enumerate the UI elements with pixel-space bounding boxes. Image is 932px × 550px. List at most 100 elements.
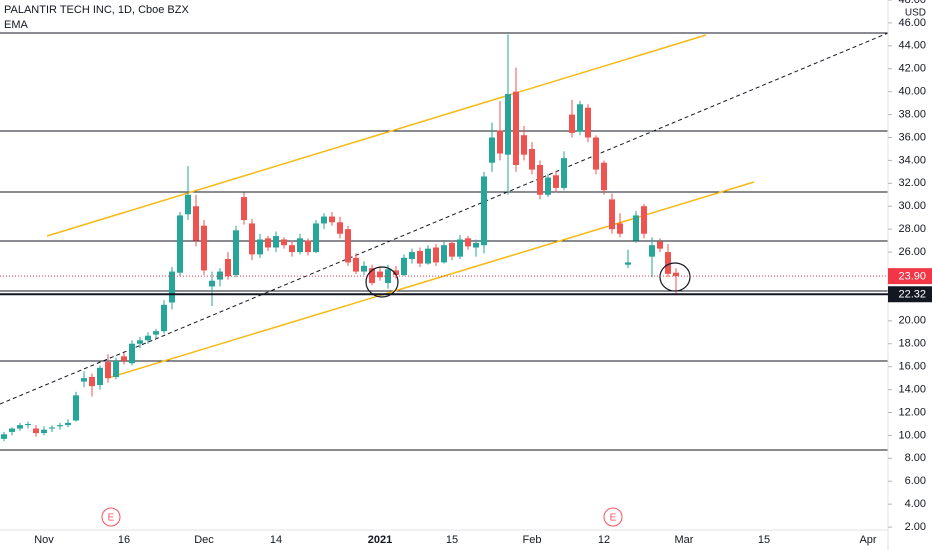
candle-body xyxy=(153,331,159,335)
y-tick-label: 12.00 xyxy=(898,406,926,418)
indicator-label: EMA xyxy=(4,19,29,31)
y-tick-label: 20.00 xyxy=(898,315,926,327)
candle-body xyxy=(57,425,63,427)
candle-body xyxy=(529,148,535,170)
candle-body xyxy=(257,239,263,255)
candle-body xyxy=(361,265,367,272)
candle-body xyxy=(121,356,127,361)
candle-body xyxy=(329,216,335,223)
candle-body xyxy=(353,257,359,272)
candle-body xyxy=(49,427,55,429)
candle-body xyxy=(193,206,199,241)
y-tick-label: 28.00 xyxy=(898,223,926,235)
candle-body xyxy=(633,215,639,241)
y-tick-label: 18.00 xyxy=(898,338,926,350)
trend-line xyxy=(0,32,889,405)
y-tick-label: 40.00 xyxy=(898,86,926,98)
price-label-box xyxy=(888,268,932,285)
candle-body xyxy=(569,114,575,133)
candle-body xyxy=(641,206,647,234)
y-tick-label: 30.00 xyxy=(898,200,926,212)
candle-body xyxy=(321,216,327,224)
candle-body xyxy=(337,222,343,234)
candle-body xyxy=(433,247,439,263)
candle-body xyxy=(657,241,663,249)
candle-body xyxy=(65,422,71,426)
candle-body xyxy=(625,262,631,265)
y-tick-label: 42.00 xyxy=(898,63,926,75)
candle-body xyxy=(409,252,415,259)
y-tick-label: 26.00 xyxy=(898,246,926,258)
circle xyxy=(365,266,399,298)
candle-body xyxy=(505,93,511,155)
candle-body xyxy=(609,199,615,230)
candle-body xyxy=(457,239,463,257)
candle-body xyxy=(105,362,111,379)
candle-body xyxy=(305,240,311,253)
candle-body xyxy=(17,425,23,429)
y-tick-label: 46.00 xyxy=(898,17,926,29)
drawings xyxy=(0,32,889,451)
candle-body xyxy=(345,229,351,263)
earnings-label[interactable]: E xyxy=(610,513,617,524)
candle-body xyxy=(473,242,479,248)
candle-body xyxy=(545,177,551,195)
candle-body xyxy=(489,137,495,163)
candle-body xyxy=(481,176,487,246)
x-tick-label: Dec xyxy=(194,534,214,546)
candle-body xyxy=(161,304,167,332)
y-tick-label: 48.00 xyxy=(898,0,926,6)
y-axis-unit: USD xyxy=(905,8,926,19)
candle-body xyxy=(113,360,119,377)
candle-body xyxy=(129,343,135,364)
candle-body xyxy=(225,258,231,277)
candle-body xyxy=(97,367,103,385)
candle-body xyxy=(177,215,183,273)
candle-body xyxy=(313,223,319,253)
x-tick-label: Apr xyxy=(859,534,876,546)
candle-body xyxy=(9,428,15,432)
candle-body xyxy=(249,223,255,255)
candle-body xyxy=(601,162,607,191)
y-tick-label: 16.00 xyxy=(898,361,926,373)
earnings-label[interactable]: E xyxy=(108,513,115,524)
candle-body xyxy=(649,245,655,257)
circle xyxy=(659,262,691,292)
candle-body xyxy=(25,423,31,426)
candle-body xyxy=(369,268,375,284)
candle-body xyxy=(393,270,399,275)
y-tick-label: 6.00 xyxy=(905,475,926,487)
candle-body xyxy=(217,271,223,280)
x-tick-label: 15 xyxy=(446,534,458,546)
candle-body xyxy=(281,239,287,246)
candle-body xyxy=(585,107,591,138)
price-label: 23.90 xyxy=(898,271,926,283)
candle-body xyxy=(41,429,47,434)
candle-body xyxy=(265,238,271,248)
candle-body xyxy=(401,257,407,275)
candle-body xyxy=(1,434,7,439)
candle-body xyxy=(673,272,679,277)
candle-body xyxy=(553,175,559,188)
candle-body xyxy=(233,230,239,275)
candle-body xyxy=(513,91,519,165)
candle-body xyxy=(425,248,431,264)
candle-body xyxy=(465,238,471,247)
price-label-box xyxy=(888,286,932,303)
x-tick-label: 12 xyxy=(598,534,610,546)
x-tick-label: Feb xyxy=(523,534,542,546)
candle-body xyxy=(145,335,151,341)
x-tick-label: 2021 xyxy=(368,534,392,546)
y-tick-label: 38.00 xyxy=(898,108,926,120)
candle-body xyxy=(185,194,191,215)
candle-body xyxy=(617,223,623,234)
candle-body xyxy=(289,245,295,253)
earnings-icon[interactable] xyxy=(603,507,623,527)
earnings-icon[interactable] xyxy=(101,507,121,527)
x-tick-label: Nov xyxy=(34,534,54,546)
candle-body xyxy=(561,158,567,188)
x-tick-label: 14 xyxy=(270,534,282,546)
candle-body xyxy=(209,280,215,287)
